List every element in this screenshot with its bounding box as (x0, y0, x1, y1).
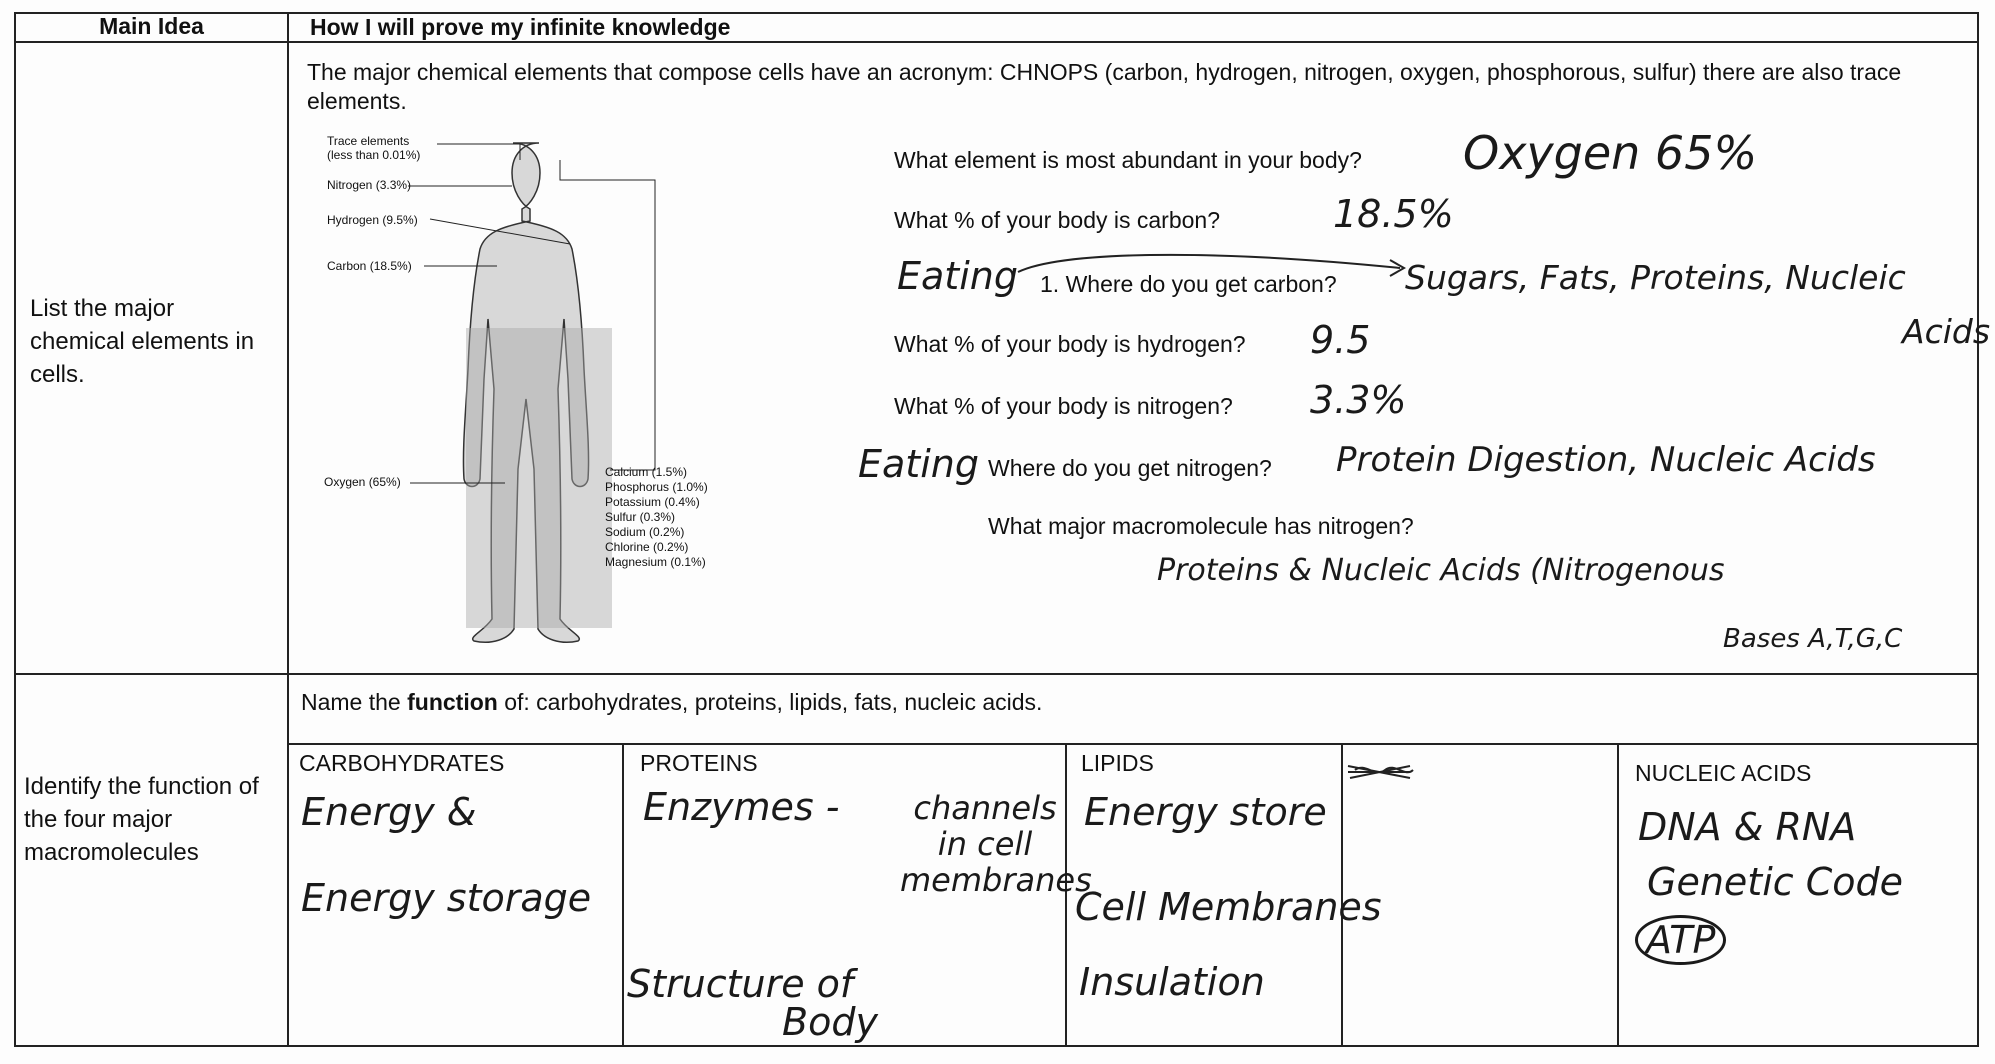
handwritten-answer: Sugars, Fats, Proteins, Nucleic (1405, 258, 1906, 297)
handwritten-answer: DNA & RNA (1638, 805, 1857, 849)
handwritten-answer: Enzymes - (643, 785, 840, 829)
handwritten-answer: Body (782, 1000, 878, 1044)
figure-label: Oxygen (65%) (324, 475, 401, 489)
column-heading: NUCLEIC ACIDS (1635, 760, 1812, 786)
question: What % of your body is nitrogen? (894, 393, 1233, 419)
figure-label: Trace elements (less than 0.01%) (327, 134, 421, 162)
body-outline (462, 142, 590, 643)
question: Where do you get nitrogen? (988, 455, 1272, 481)
figure-list-item: Potassium (0.4%) (605, 495, 700, 509)
handwritten-answer: ATP (1635, 915, 1727, 965)
main-idea: List the major chemical elements in cell… (30, 295, 255, 388)
figure-list-item: Phosphorus (1.0%) (605, 480, 708, 494)
handwritten-answer: Genetic Code (1647, 860, 1903, 904)
handwritten-answer: Insulation (1079, 960, 1265, 1004)
handwritten-answer: Acids (1902, 312, 1991, 351)
handwritten-note: Eating (858, 442, 979, 486)
question: 1. Where do you get carbon? (1040, 271, 1337, 297)
main-idea: Identify the function of the four major … (24, 773, 259, 866)
leader-lines (408, 143, 656, 484)
column-heading: CARBOHYDRATES (299, 750, 505, 776)
intro-text: The major chemical elements that compose… (307, 59, 1902, 114)
handwritten-answer: Energy store (1084, 790, 1327, 834)
handwritten-answer: Proteins & Nucleic Acids (Nitrogenous (1157, 553, 1725, 588)
grid (14, 12, 1979, 1047)
handwritten-note: Eating (897, 254, 1018, 298)
handwritten-answer: Cell Membranes (1075, 885, 1382, 929)
header-main-idea: Main Idea (99, 13, 204, 39)
oxygen-shade (466, 328, 612, 628)
body-figure (408, 142, 656, 643)
handwritten-answer: Protein Digestion, Nucleic Acids (1336, 440, 1876, 480)
handwritten-answer: Bases A,T,G,C (1723, 624, 1903, 654)
handwritten-answer: Energy & (301, 790, 477, 834)
figure-label: Carbon (18.5%) (327, 259, 412, 273)
handwritten-answer: 18.5% (1333, 192, 1454, 236)
crossed-out-heading (1347, 765, 1414, 779)
column-heading: PROTEINS (640, 750, 758, 776)
arrow (1017, 253, 1407, 277)
question: What % of your body is hydrogen? (894, 331, 1246, 357)
figure-list-item: Chlorine (0.2%) (605, 540, 689, 554)
column-heading: LIPIDS (1081, 750, 1154, 776)
prompt-part: Name the (301, 689, 408, 715)
question: What major macromolecule has nitrogen? (988, 513, 1414, 539)
question: What % of your body is carbon? (894, 207, 1220, 233)
figure-label: Hydrogen (9.5%) (327, 213, 418, 227)
handwritten-answer: Oxygen 65% (1463, 126, 1758, 180)
table-border (14, 12, 1979, 1047)
prompt-part: of: carbohydrates, proteins, lipids, fat… (497, 689, 1043, 715)
prompt-part: function (407, 689, 498, 715)
figure-list-item: Sodium (0.2%) (605, 525, 685, 539)
header-proof: How I will prove my infinite knowledge (310, 14, 731, 40)
handwritten-answer: 3.3% (1310, 378, 1407, 422)
figure-label: Nitrogen (3.3%) (327, 178, 412, 192)
prompt: Name the function of: carbohydrates, pro… (301, 689, 1042, 716)
handwritten-answer: 9.5 (1310, 318, 1371, 362)
figure-list-item: Sulfur (0.3%) (605, 510, 676, 524)
figure-list-item: Magnesium (0.1%) (605, 555, 706, 569)
handwritten-answer: Energy storage (301, 876, 592, 920)
figure-list-item: Calcium (1.5%) (605, 465, 688, 479)
question: What element is most abundant in your bo… (894, 147, 1362, 173)
handwritten-answer: Structure of (627, 962, 854, 1006)
handwritten-answer: channels in cell membranes (900, 789, 1092, 899)
